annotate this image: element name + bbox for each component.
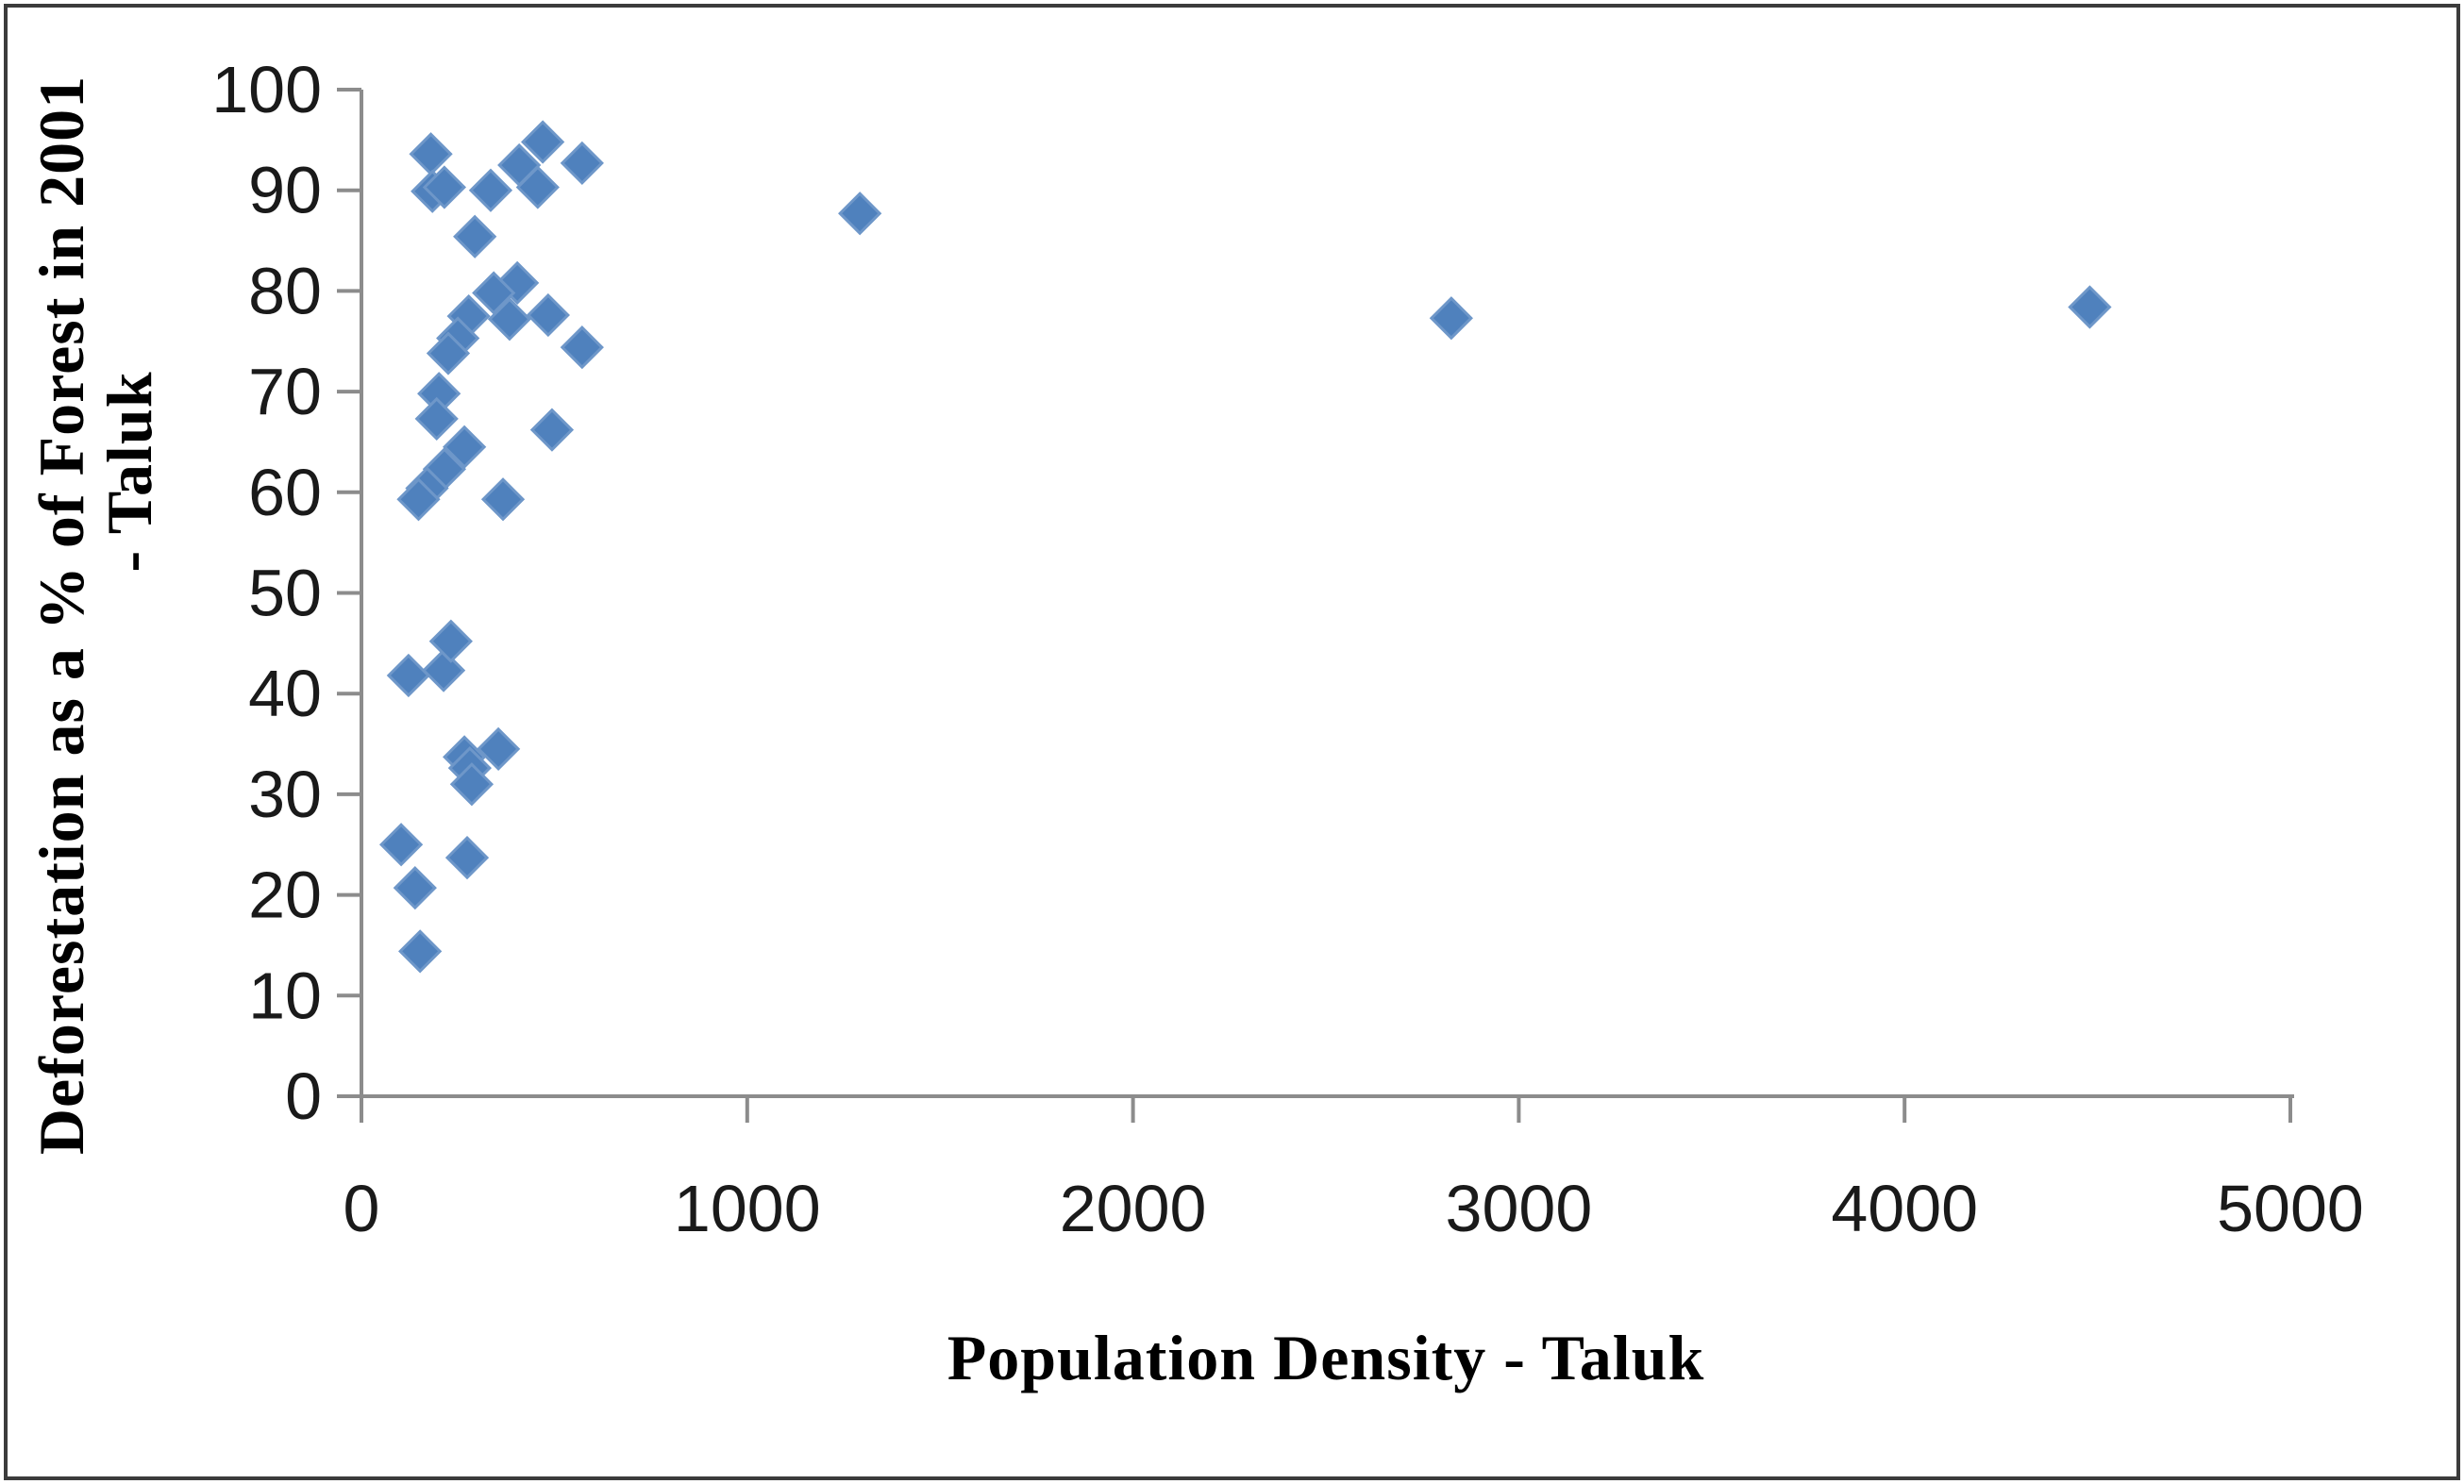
- x-tick-label: 4000: [1831, 1172, 1978, 1245]
- x-tick-label: 1000: [674, 1172, 821, 1245]
- y-tick-label: 80: [248, 254, 322, 327]
- data-point: [422, 165, 467, 209]
- data-point: [398, 929, 443, 974]
- y-axis-tick-labels: 0 10 20 30 40 50 60 70 80 90 100: [211, 53, 322, 1133]
- data-point: [487, 297, 532, 342]
- data-point: [443, 425, 487, 469]
- data-point: [426, 331, 471, 375]
- data-point: [1429, 296, 1473, 341]
- y-tick-label: 90: [248, 154, 322, 227]
- data-point: [495, 260, 540, 305]
- data-point: [529, 408, 575, 452]
- data-point: [386, 653, 430, 698]
- data-point: [468, 168, 513, 212]
- x-axis-tick-labels: 0 1000 2000 3000 4000 5000: [344, 1172, 2364, 1245]
- x-axis-title: Population Density - Taluk: [947, 1322, 1705, 1393]
- x-tick-label: 0: [344, 1172, 380, 1245]
- y-axis-title-line2: - Taluk: [93, 371, 165, 572]
- data-point: [477, 726, 521, 772]
- x-tick-label: 2000: [1060, 1172, 1207, 1245]
- data-point: [449, 762, 494, 807]
- data-point: [393, 866, 437, 910]
- y-tick-label: 60: [248, 456, 322, 529]
- x-tick-label: 3000: [1446, 1172, 1593, 1245]
- data-point: [515, 165, 560, 209]
- data-points: [378, 120, 2112, 974]
- x-axis-ticks: [360, 1096, 2292, 1123]
- data-point: [472, 271, 516, 315]
- data-point: [2068, 285, 2112, 329]
- data-point: [526, 292, 570, 338]
- y-tick-label: 70: [248, 355, 322, 428]
- y-axis-title-line1: Deforestation as a % of Forest in 2001: [25, 75, 97, 1155]
- y-tick-label: 40: [248, 657, 322, 730]
- data-point: [414, 396, 459, 442]
- data-point: [480, 477, 526, 522]
- data-point: [453, 214, 497, 258]
- data-point: [521, 120, 565, 164]
- axes: [360, 90, 2294, 1098]
- data-point: [421, 648, 466, 692]
- y-tick-label: 50: [248, 557, 322, 630]
- data-point: [838, 192, 882, 236]
- data-point: [378, 823, 424, 867]
- data-point: [560, 325, 604, 370]
- y-tick-label: 30: [248, 758, 322, 831]
- y-axis-ticks: [337, 88, 361, 1098]
- data-point: [396, 477, 441, 522]
- x-tick-label: 5000: [2217, 1172, 2364, 1245]
- y-tick-label: 10: [248, 959, 322, 1032]
- figure-border: [4, 4, 2460, 1480]
- y-tick-label: 0: [285, 1059, 322, 1133]
- data-point: [428, 619, 473, 663]
- y-tick-label: 100: [211, 53, 322, 126]
- y-tick-label: 20: [248, 859, 322, 932]
- data-point: [560, 141, 604, 186]
- data-point: [444, 835, 490, 880]
